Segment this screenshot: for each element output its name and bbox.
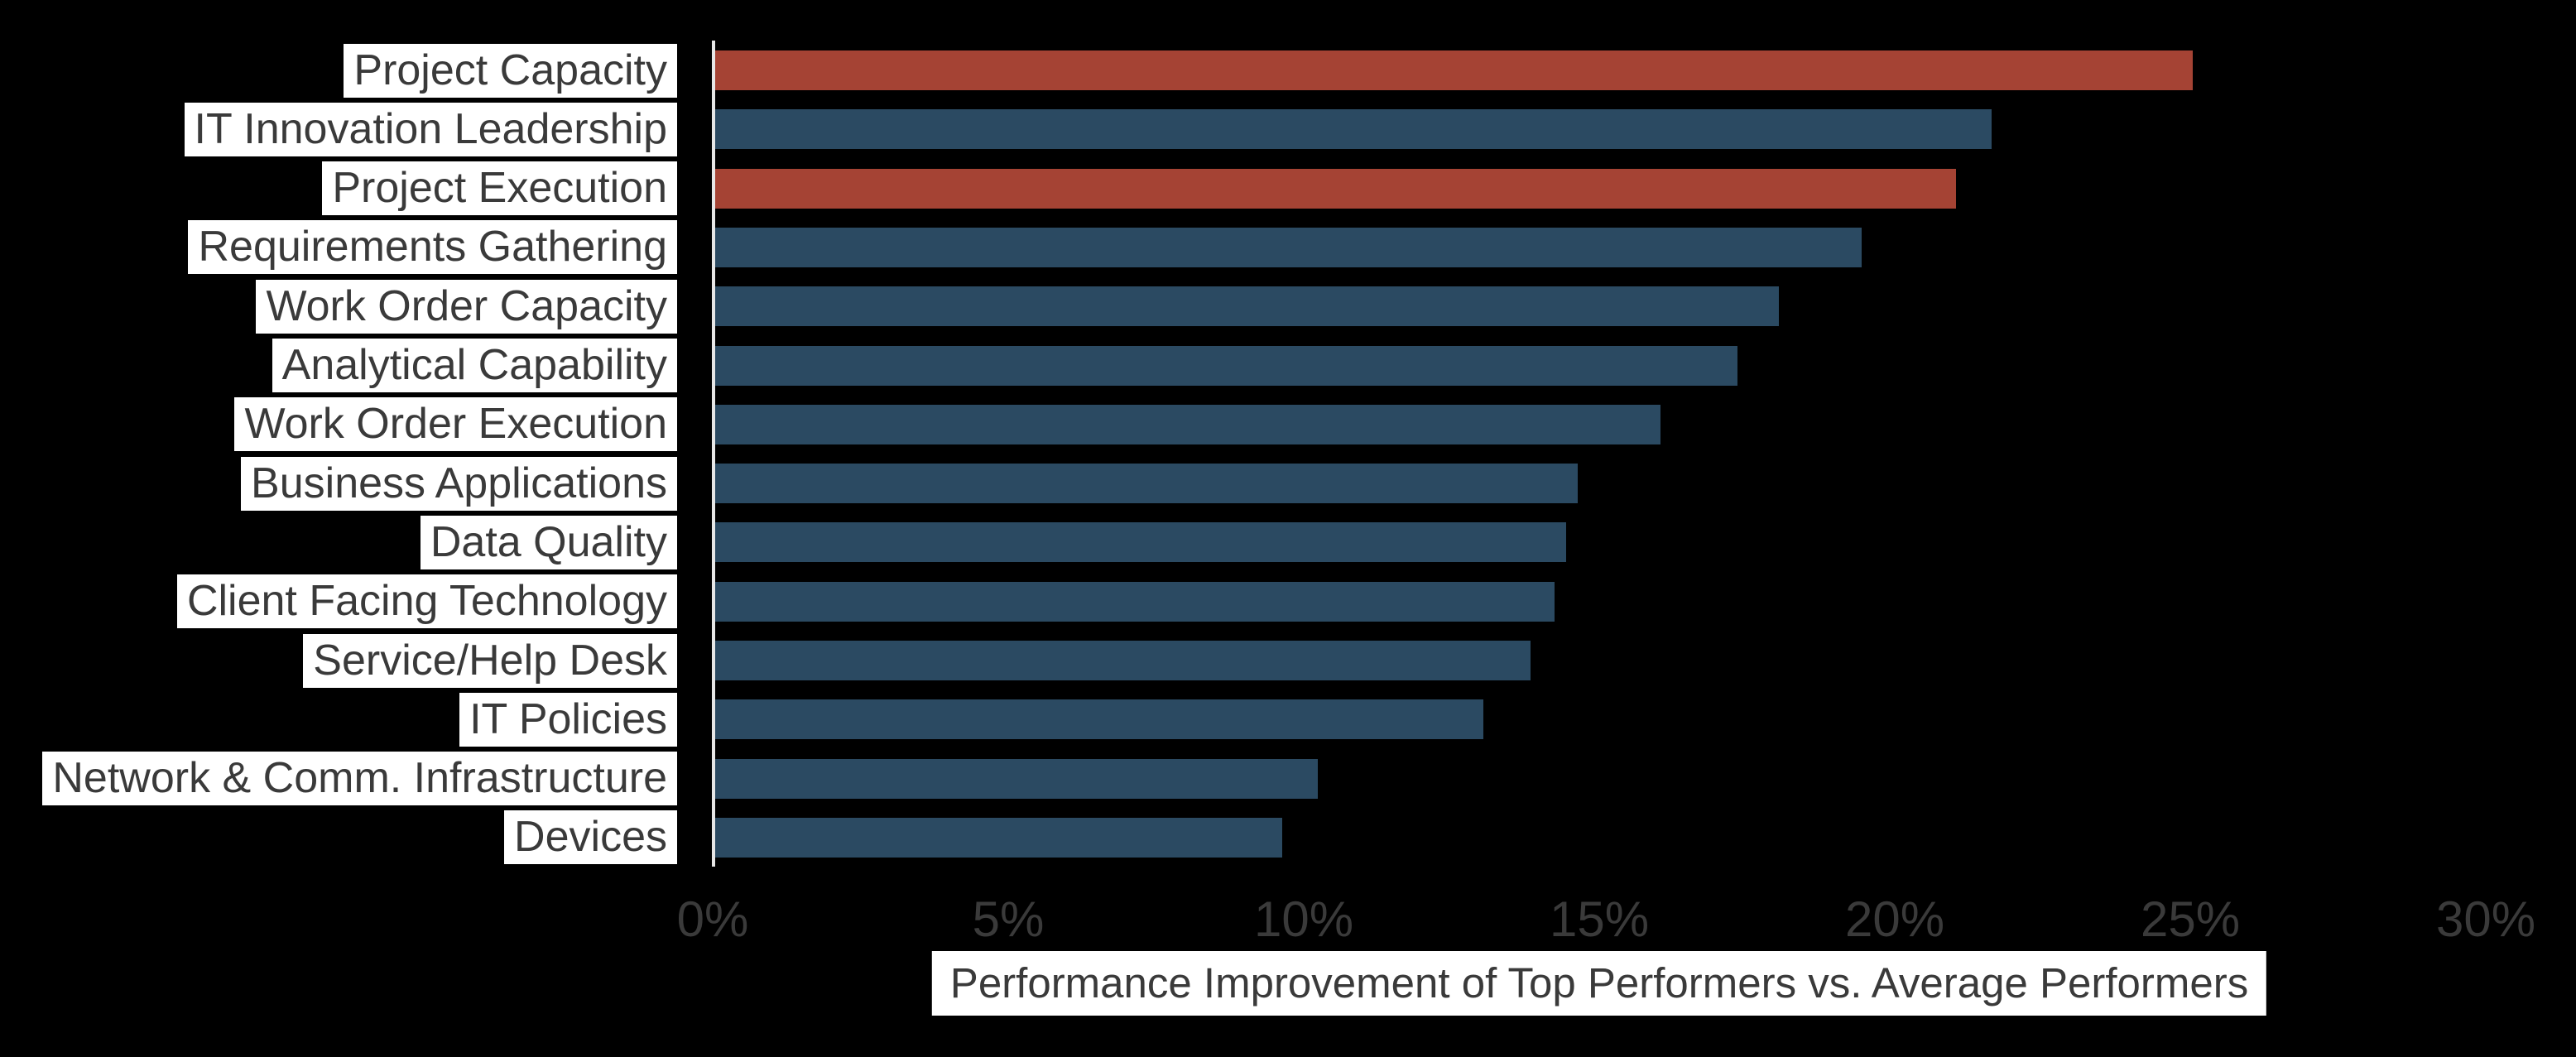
bar (715, 464, 1578, 504)
y-axis-line (712, 41, 715, 867)
bar (715, 404, 1660, 444)
category-label: Devices (504, 810, 677, 865)
bar (715, 109, 1992, 150)
bar (715, 641, 1531, 680)
x-tick-label: 0% (676, 891, 749, 947)
category-label: Work Order Capacity (256, 279, 677, 334)
bar (715, 817, 1282, 858)
x-tick-label: 30% (2435, 891, 2536, 947)
category-label: Project Capacity (344, 43, 677, 98)
category-label: IT Innovation Leadership (184, 102, 677, 156)
bar (715, 522, 1566, 563)
category-label: Work Order Execution (234, 397, 677, 452)
category-label: Data Quality (420, 515, 677, 569)
bar (715, 581, 1555, 622)
x-tick-label: 25% (2140, 891, 2241, 947)
bar (715, 286, 1779, 327)
category-label: Client Facing Technology (176, 574, 677, 629)
category-label: Business Applications (241, 456, 677, 511)
category-label: Network & Comm. Infrastructure (42, 752, 677, 806)
x-axis-title: Performance Improvement of Top Performer… (931, 951, 2267, 1016)
category-label: Service/Help Desk (303, 633, 677, 688)
bar (715, 699, 1483, 740)
bar (715, 345, 1737, 386)
category-label: IT Policies (459, 692, 677, 747)
x-tick-label: 10% (1253, 891, 1354, 947)
bar (715, 50, 2193, 90)
category-label: Project Execution (322, 161, 677, 216)
category-label: Analytical Capability (272, 339, 677, 392)
category-label: Requirements Gathering (188, 220, 677, 275)
bar (715, 168, 1956, 209)
x-tick-label: 5% (972, 891, 1045, 947)
x-tick-label: 15% (1549, 891, 1650, 947)
bar (715, 758, 1318, 799)
bar (715, 227, 1862, 267)
x-tick-label: 20% (1844, 891, 1945, 947)
